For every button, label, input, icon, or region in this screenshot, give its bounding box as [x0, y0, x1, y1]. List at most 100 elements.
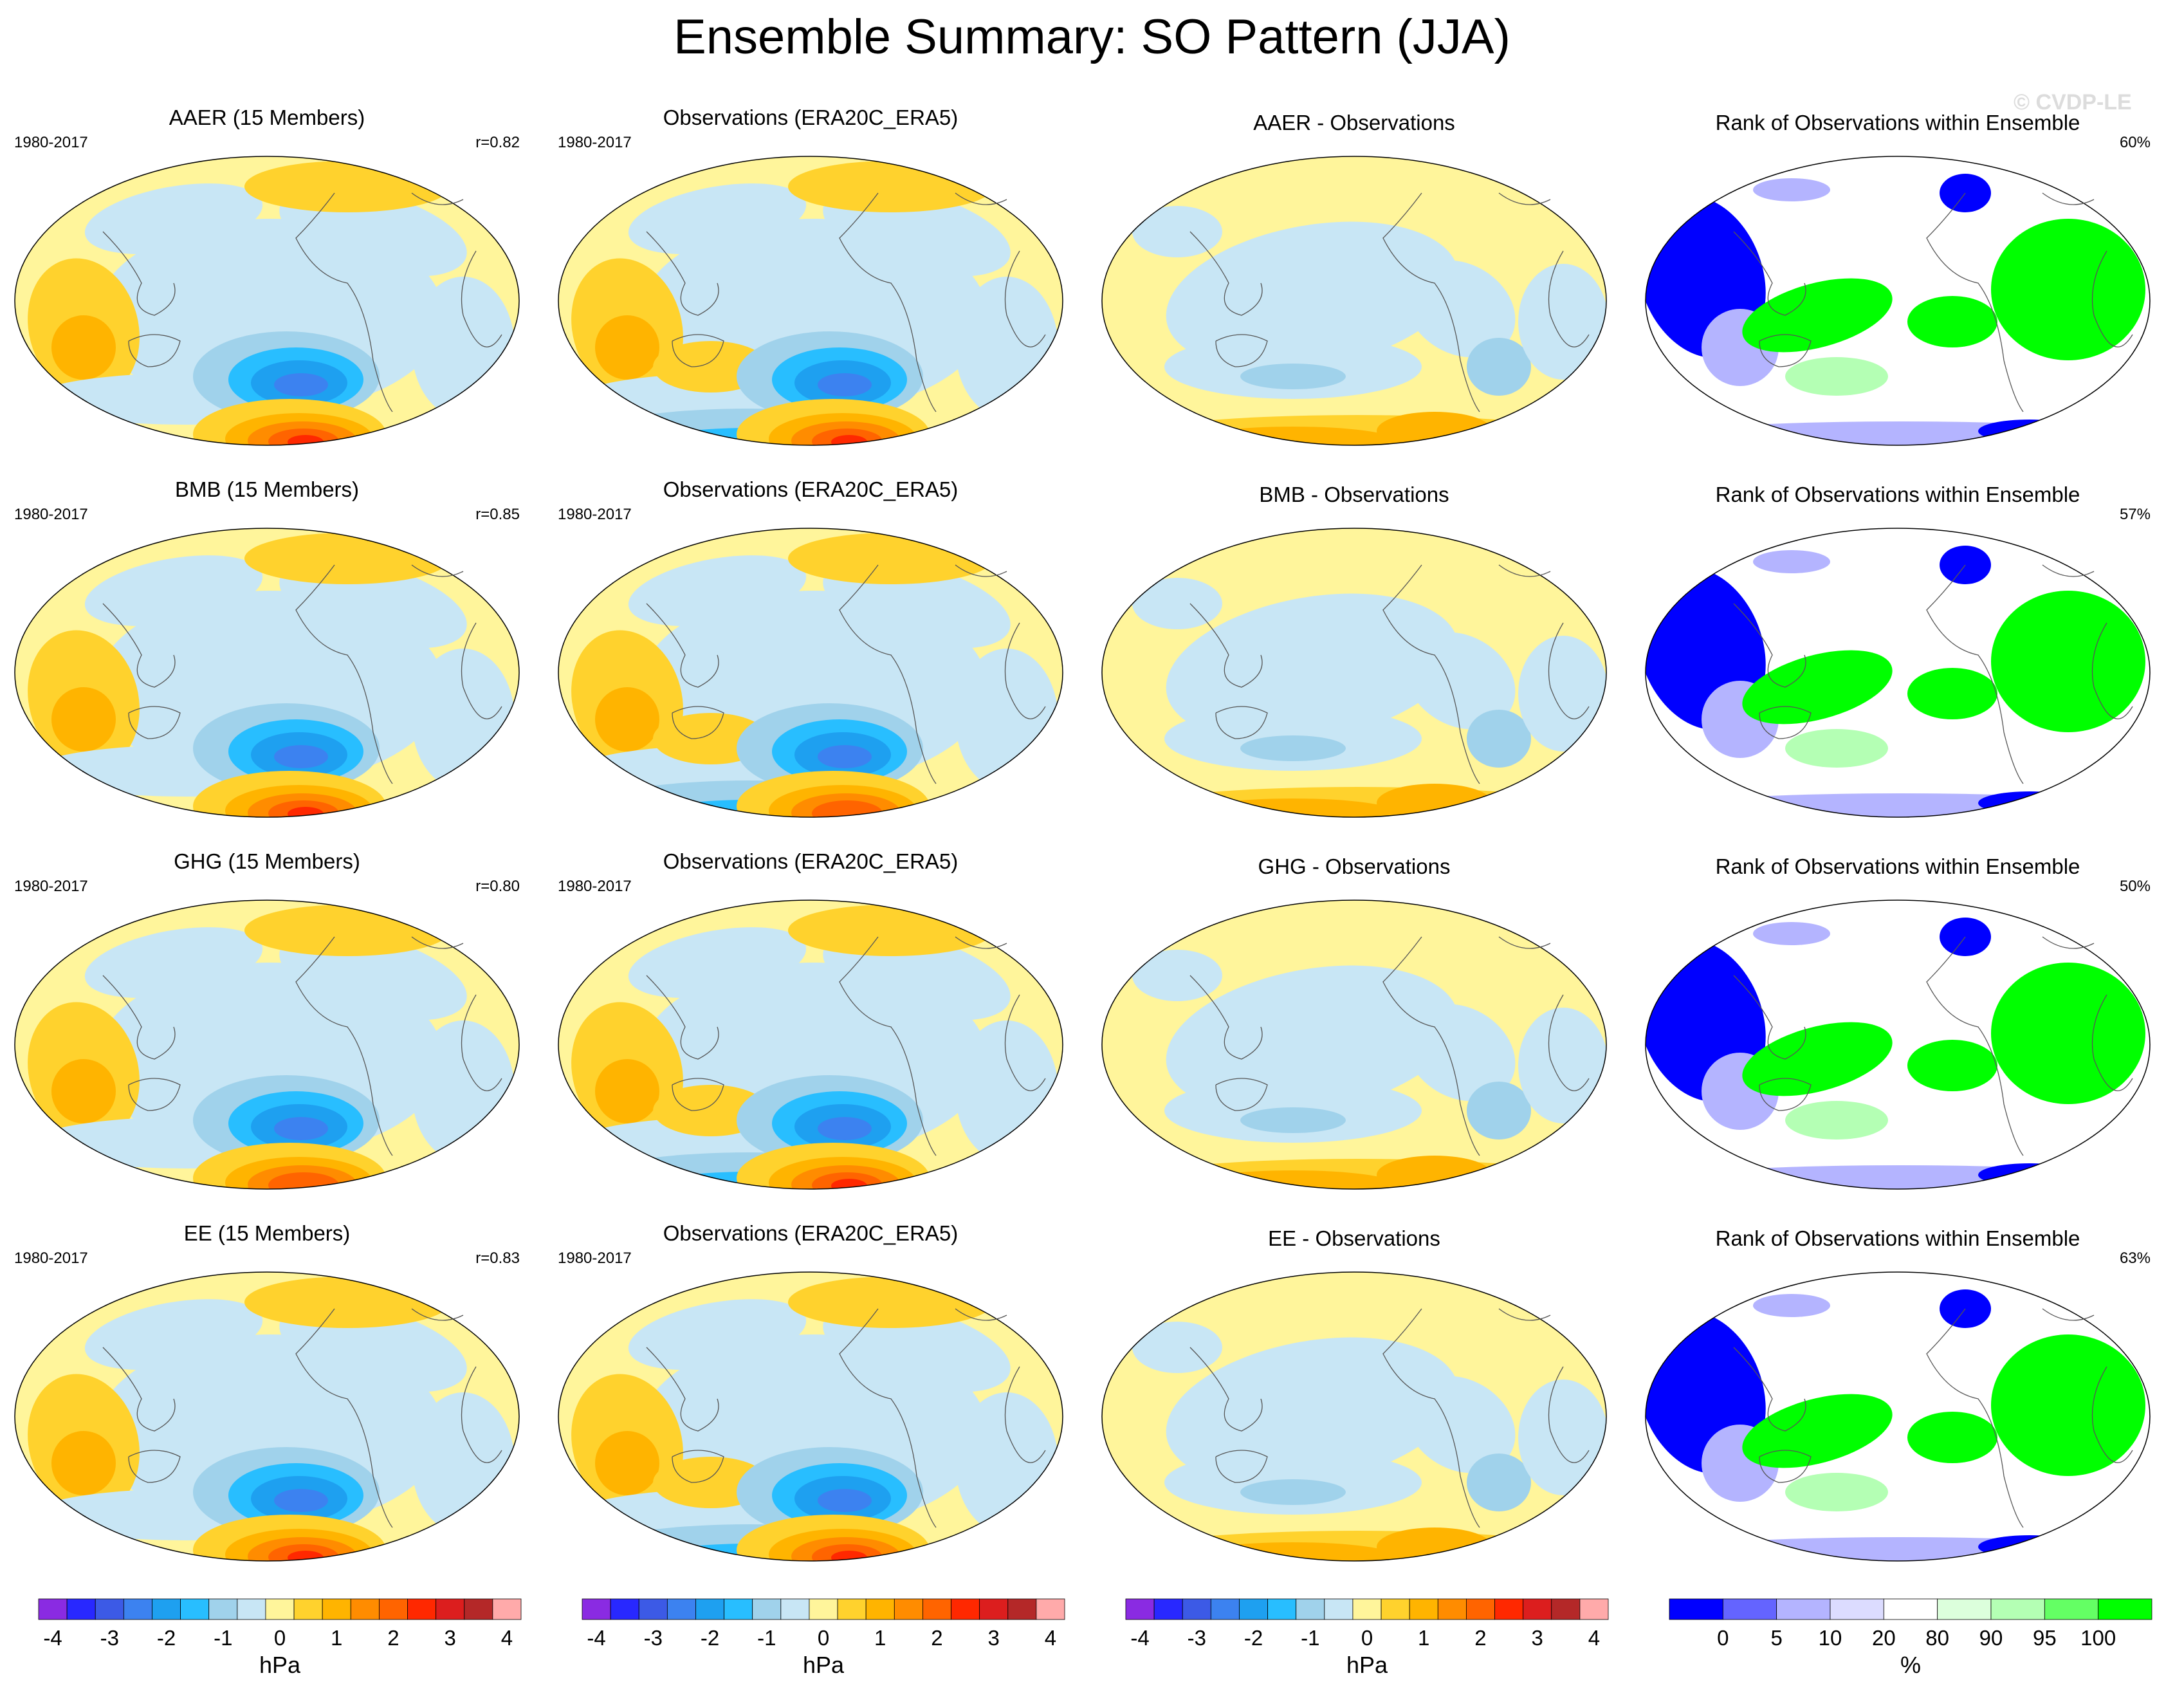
coastlines: [102, 564, 502, 784]
coastline-europe: [411, 1308, 464, 1321]
colorbar-boxes: [582, 1598, 1065, 1620]
coastline-asia: [102, 231, 176, 316]
colorbar-diff: -4 -3 -2 -1 0 1 2 3 4 hPa: [1125, 1598, 1609, 1678]
panel-aaer-rank: Rank of Observations within Ensemble 60%: [1631, 97, 2165, 457]
coastline-asia: [102, 975, 176, 1060]
negative-region: [1467, 1082, 1531, 1140]
panel-ghg-obs: Observations (ERA20C_ERA5) 1980-2017: [544, 840, 1078, 1201]
field-layer: [558, 900, 1063, 1189]
map-aaer-obs: [558, 156, 1063, 446]
low-rank-region: [1978, 420, 2081, 443]
coastline-americas: [1382, 1308, 1480, 1528]
negative-region: [274, 745, 328, 768]
low-rank-region: [1656, 793, 2145, 817]
map-border: [14, 156, 520, 446]
positive-region: [288, 1551, 324, 1561]
colorbar-box: [1352, 1598, 1382, 1620]
colorbar-box: [1182, 1598, 1211, 1620]
colorbar-box: [837, 1598, 867, 1620]
map-border: [14, 528, 520, 818]
map-ghg-rank: [1645, 900, 2151, 1190]
map-ghg-obs: [558, 900, 1063, 1190]
panel-title: GHG (15 Members): [174, 849, 360, 873]
field-layer: [15, 528, 519, 817]
coastline-australia: [1215, 1078, 1268, 1111]
coastline-americas: [295, 1308, 393, 1528]
colorbar-boxes: [1125, 1598, 1609, 1620]
coastline-americas: [839, 936, 937, 1156]
negative-region: [955, 1020, 1058, 1162]
high-rank-region: [1785, 1101, 1888, 1140]
panel-title: EE - Observations: [1268, 1226, 1440, 1250]
negative-region: [628, 927, 807, 998]
colorbar-box: [1296, 1598, 1325, 1620]
correlation-label: r=0.83: [475, 1250, 520, 1267]
colorbar-tick-label: 2: [387, 1626, 399, 1650]
map-ee-rank: [1645, 1271, 2151, 1562]
coastlines: [1189, 564, 1590, 784]
panel-aaer-obs: Observations (ERA20C_ERA5) 1980-2017: [544, 97, 1078, 457]
negative-region: [84, 927, 263, 998]
colorbar-box: [1125, 1598, 1155, 1620]
positive-region: [51, 1431, 116, 1495]
coastline-europe: [1498, 936, 1551, 949]
negative-region: [628, 555, 807, 626]
negative-region: [1240, 1107, 1346, 1133]
negative-region: [412, 1392, 515, 1534]
high-rank-region: [1742, 278, 1893, 353]
period-label: 1980-2017: [558, 134, 632, 151]
negative-region: [955, 649, 1058, 790]
colorbar-box: [695, 1598, 724, 1620]
colorbar-boxes: [1669, 1598, 2152, 1620]
panel-ee-obs: Observations (ERA20C_ERA5) 1980-2017: [544, 1212, 1078, 1573]
period-label: 1980-2017: [14, 134, 88, 151]
coastline-africa: [1548, 622, 1590, 719]
colorbar-box: [666, 1598, 696, 1620]
map-border: [1645, 900, 2151, 1190]
colorbar-box: [379, 1598, 408, 1620]
colorbar-box: [1722, 1598, 1777, 1620]
map-border: [1645, 1271, 2151, 1562]
colorbar-box: [1830, 1598, 1884, 1620]
colorbar-box: [464, 1598, 493, 1620]
coastline-americas: [295, 564, 393, 784]
colorbar-tick-label: 2: [931, 1626, 942, 1650]
colorbar-box: [951, 1598, 980, 1620]
coastline-australia: [672, 706, 724, 739]
colorbar-tick-label: 4: [501, 1626, 513, 1650]
positive-region: [788, 905, 994, 956]
panel-title: EE (15 Members): [183, 1221, 351, 1245]
positive-region: [595, 315, 659, 380]
high-rank-region: [1907, 296, 1997, 347]
panel-title: BMB - Observations: [1259, 483, 1449, 506]
positive-region: [831, 1179, 867, 1189]
coastline-australia: [128, 706, 181, 739]
colorbar-unit: %: [1900, 1652, 1921, 1678]
colorbar-box: [610, 1598, 639, 1620]
colorbar-box: [1324, 1598, 1354, 1620]
negative-region: [1405, 632, 1516, 730]
colorbar-tick-label: 10: [1819, 1626, 1842, 1650]
colorbar-tick-label: -2: [701, 1626, 719, 1650]
panel-title: Rank of Observations within Ensemble: [1715, 111, 2080, 134]
negative-region: [1132, 206, 1222, 257]
colorbar-model: -4 -3 -2 -1 0 1 2 3 4 hPa: [38, 1598, 522, 1678]
high-rank-region: [1742, 650, 1893, 725]
coastline-africa: [1548, 250, 1590, 347]
negative-region: [1405, 260, 1516, 358]
coastline-australia: [128, 1078, 181, 1111]
coastline-australia: [1759, 706, 1812, 739]
colorbar-tick-label: -1: [757, 1626, 776, 1650]
coastline-asia: [1189, 1347, 1263, 1432]
field-layer: [15, 900, 519, 1189]
correlation-label: r=0.82: [475, 134, 520, 151]
colorbar-box: [809, 1598, 838, 1620]
coastline-americas: [839, 564, 937, 784]
low-rank-region: [1656, 1537, 2145, 1561]
colorbar-box: [1776, 1598, 1831, 1620]
colorbar-box: [2044, 1598, 2099, 1620]
positive-region: [788, 533, 994, 584]
panel-title: Rank of Observations within Ensemble: [1715, 483, 2080, 506]
colorbar-box: [865, 1598, 895, 1620]
colorbar-tick-label: 2: [1474, 1626, 1486, 1650]
